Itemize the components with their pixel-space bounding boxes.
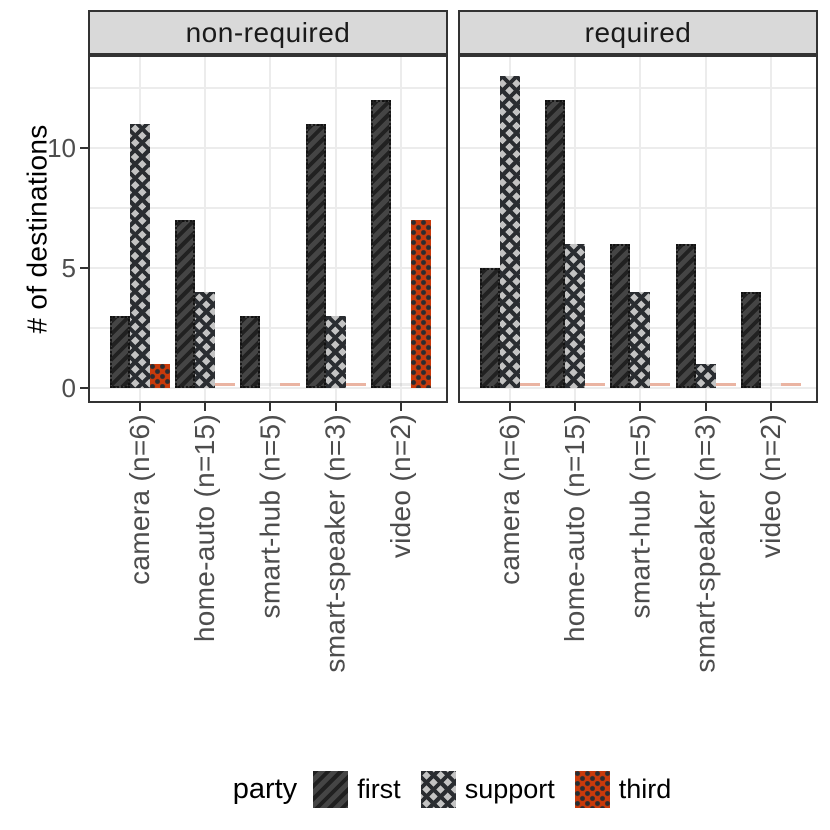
bar-required-support-0 — [500, 76, 520, 388]
x-tick-0-3 — [334, 403, 337, 411]
zero-bar-non-required-support-2 — [260, 383, 281, 386]
y-tick-5 — [80, 267, 88, 269]
gridline-v-4 — [399, 57, 402, 401]
gridline-v-1 — [204, 57, 207, 401]
x-label-text: smart-speaker (n=3) — [689, 414, 721, 673]
gridline-h-7.5 — [460, 207, 816, 209]
gridline-h-12.5 — [90, 87, 446, 89]
x-tick-0-1 — [204, 403, 207, 411]
zero-bar-non-required-support-4 — [390, 383, 411, 386]
gridline-h-0 — [90, 387, 446, 389]
zero-bar-required-third-4 — [780, 383, 801, 386]
gridline-h-10 — [90, 147, 446, 149]
bar-required-first-1 — [545, 100, 566, 388]
facet-strip-non-required: non-required — [88, 10, 448, 55]
x-tick-0-2 — [269, 403, 272, 411]
bar-non-required-first-3 — [305, 124, 326, 388]
bar-non-required-third-0 — [150, 364, 170, 388]
bar-non-required-third-4 — [410, 220, 431, 388]
bar-required-support-1 — [565, 244, 586, 388]
zero-bar-required-third-1 — [585, 383, 606, 386]
legend-label-first: first — [357, 773, 401, 804]
bar-required-support-2 — [630, 292, 651, 388]
legend-item-support: support — [420, 770, 555, 808]
zero-bar-non-required-third-2 — [280, 383, 301, 386]
y-tick-label-10: 10 — [47, 133, 76, 163]
x-label-text: smart-hub (n=5) — [624, 414, 656, 619]
zero-bar-required-support-4 — [760, 383, 781, 386]
x-label-text: home-auto (n=15) — [189, 414, 221, 643]
bar-non-required-first-4 — [370, 100, 391, 388]
bar-non-required-first-0 — [110, 316, 130, 388]
bar-required-first-4 — [740, 292, 761, 388]
x-label-text: smart-hub (n=5) — [254, 414, 286, 619]
legend-items: first support third — [313, 770, 672, 808]
bar-required-first-3 — [675, 244, 696, 388]
gridline-v-3 — [704, 57, 707, 401]
gridline-h-5 — [90, 267, 446, 269]
zero-bar-required-third-3 — [715, 383, 736, 386]
bar-required-support-3 — [695, 364, 716, 388]
x-label-text: video (n=2) — [384, 414, 416, 559]
bar-required-first-2 — [610, 244, 631, 388]
gridline-v-2 — [269, 57, 272, 401]
legend-swatch-third-icon — [574, 770, 610, 808]
bar-non-required-support-3 — [325, 316, 346, 388]
legend-item-first: first — [313, 770, 401, 808]
x-tick-1-0 — [509, 403, 511, 411]
gridline-v-2 — [639, 57, 642, 401]
y-tick-label-5: 5 — [61, 253, 76, 283]
zero-bar-required-third-0 — [520, 383, 540, 386]
legend-swatch-first-icon — [313, 770, 349, 808]
x-label-text: video (n=2) — [754, 414, 786, 559]
bar-required-first-0 — [480, 268, 500, 388]
x-tick-1-4 — [769, 403, 772, 411]
x-tick-0-4 — [399, 403, 402, 411]
bar-non-required-first-1 — [175, 220, 196, 388]
y-tick-label-0: 0 — [61, 373, 76, 403]
gridline-v-3 — [334, 57, 337, 401]
x-label-text: camera (n=6) — [124, 414, 155, 585]
bar-non-required-first-2 — [240, 316, 261, 388]
gridline-h-5 — [460, 267, 816, 269]
zero-bar-non-required-third-3 — [345, 383, 366, 386]
legend: party first support third — [0, 758, 830, 820]
legend-item-third: third — [574, 770, 672, 808]
y-axis-title: # of destinations — [12, 55, 64, 403]
x-tick-1-3 — [704, 403, 707, 411]
x-label-text: smart-speaker (n=3) — [319, 414, 351, 673]
bar-non-required-support-0 — [130, 124, 150, 388]
gridline-h-2.5 — [90, 327, 446, 329]
bar-non-required-support-1 — [195, 292, 216, 388]
legend-label-third: third — [618, 773, 672, 804]
facet-strip-label: required — [584, 16, 692, 48]
gridline-v-1 — [574, 57, 577, 401]
x-tick-1-1 — [574, 403, 577, 411]
y-tick-0 — [80, 387, 88, 389]
legend-title: party — [232, 772, 298, 805]
facet-strip-label: non-required — [185, 16, 351, 48]
zero-bar-non-required-third-1 — [215, 383, 236, 386]
facet-panel-required — [458, 55, 818, 403]
facet-panel-non-required — [88, 55, 448, 403]
gridline-h-12.5 — [460, 87, 816, 89]
gridline-h-0 — [460, 387, 816, 389]
gridline-h-7.5 — [90, 207, 446, 209]
x-label-text: home-auto (n=15) — [559, 414, 591, 643]
y-tick-10 — [80, 147, 88, 149]
gridline-h-10 — [460, 147, 816, 149]
gridline-v-4 — [769, 57, 772, 401]
x-tick-1-2 — [639, 403, 642, 411]
facet-strip-required: required — [458, 10, 818, 55]
x-tick-0-0 — [139, 403, 141, 411]
zero-bar-required-third-2 — [650, 383, 671, 386]
legend-label-support: support — [464, 773, 555, 804]
legend-swatch-support-icon — [420, 770, 456, 808]
x-label-text: camera (n=6) — [494, 414, 525, 585]
